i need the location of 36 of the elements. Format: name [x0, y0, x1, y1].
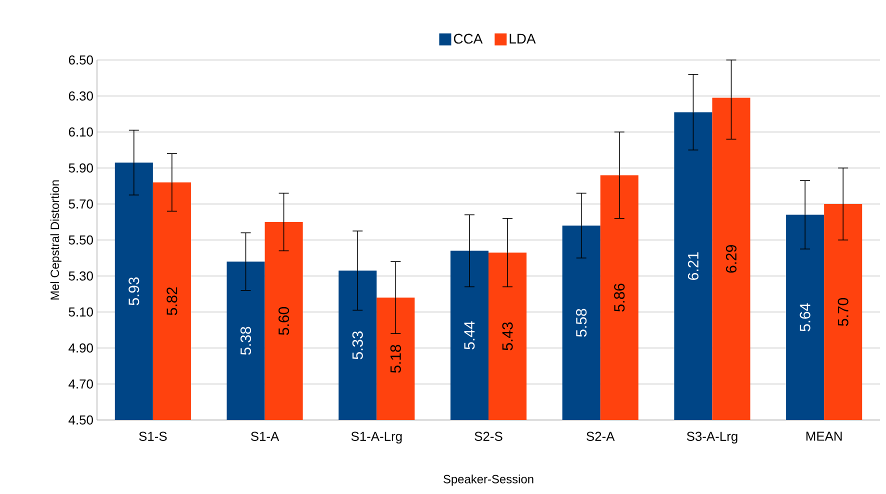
y-tick-label: 4.90 [68, 343, 93, 353]
legend-label: LDA [510, 34, 536, 44]
data-label: 5.60 [278, 307, 290, 335]
data-label: 5.86 [614, 284, 625, 312]
data-label: 5.44 [464, 321, 475, 350]
x-tick-label: S1-S [139, 432, 167, 441]
legend-label: CCA [454, 34, 483, 44]
data-label: 5.58 [576, 308, 587, 337]
data-label: 5.18 [390, 344, 401, 373]
y-tick-label: 4.70 [68, 379, 93, 389]
y-tick-label: 6.50 [68, 55, 93, 65]
x-tick-label: S1-A-Lrg [351, 432, 402, 444]
data-label: 5.33 [352, 331, 363, 360]
data-label: 6.21 [688, 252, 698, 280]
data-label: 5.82 [166, 287, 178, 316]
y-tick-label: 5.50 [68, 235, 93, 245]
data-label: 5.70 [838, 298, 848, 326]
x-tick-label: S1-A [250, 432, 280, 441]
y-tick-label: 5.90 [68, 163, 93, 173]
x-tick-label: S3-A-Lrg [686, 432, 738, 444]
data-label: 5.64 [800, 303, 810, 332]
y-tick-label: 4.50 [68, 415, 93, 425]
x-tick-label: MEAN [806, 432, 842, 441]
y-tick-label: 6.10 [68, 127, 93, 137]
y-tick-label: 5.70 [68, 199, 93, 209]
data-label: 5.38 [240, 326, 252, 355]
x-axis-title: Speaker-Session [444, 474, 534, 486]
y-tick-label: 5.10 [68, 307, 93, 317]
y-axis-title: Mel Cepstral Distortion [50, 180, 62, 300]
x-tick-label: S2-A [586, 432, 615, 441]
x-tick-label: S2-S [474, 432, 502, 441]
data-label: 5.93 [128, 277, 140, 306]
data-label: 5.43 [502, 322, 513, 350]
data-label: 6.29 [726, 245, 737, 273]
y-tick-label: 6.30 [68, 91, 93, 101]
y-tick-label: 5.30 [68, 271, 93, 281]
